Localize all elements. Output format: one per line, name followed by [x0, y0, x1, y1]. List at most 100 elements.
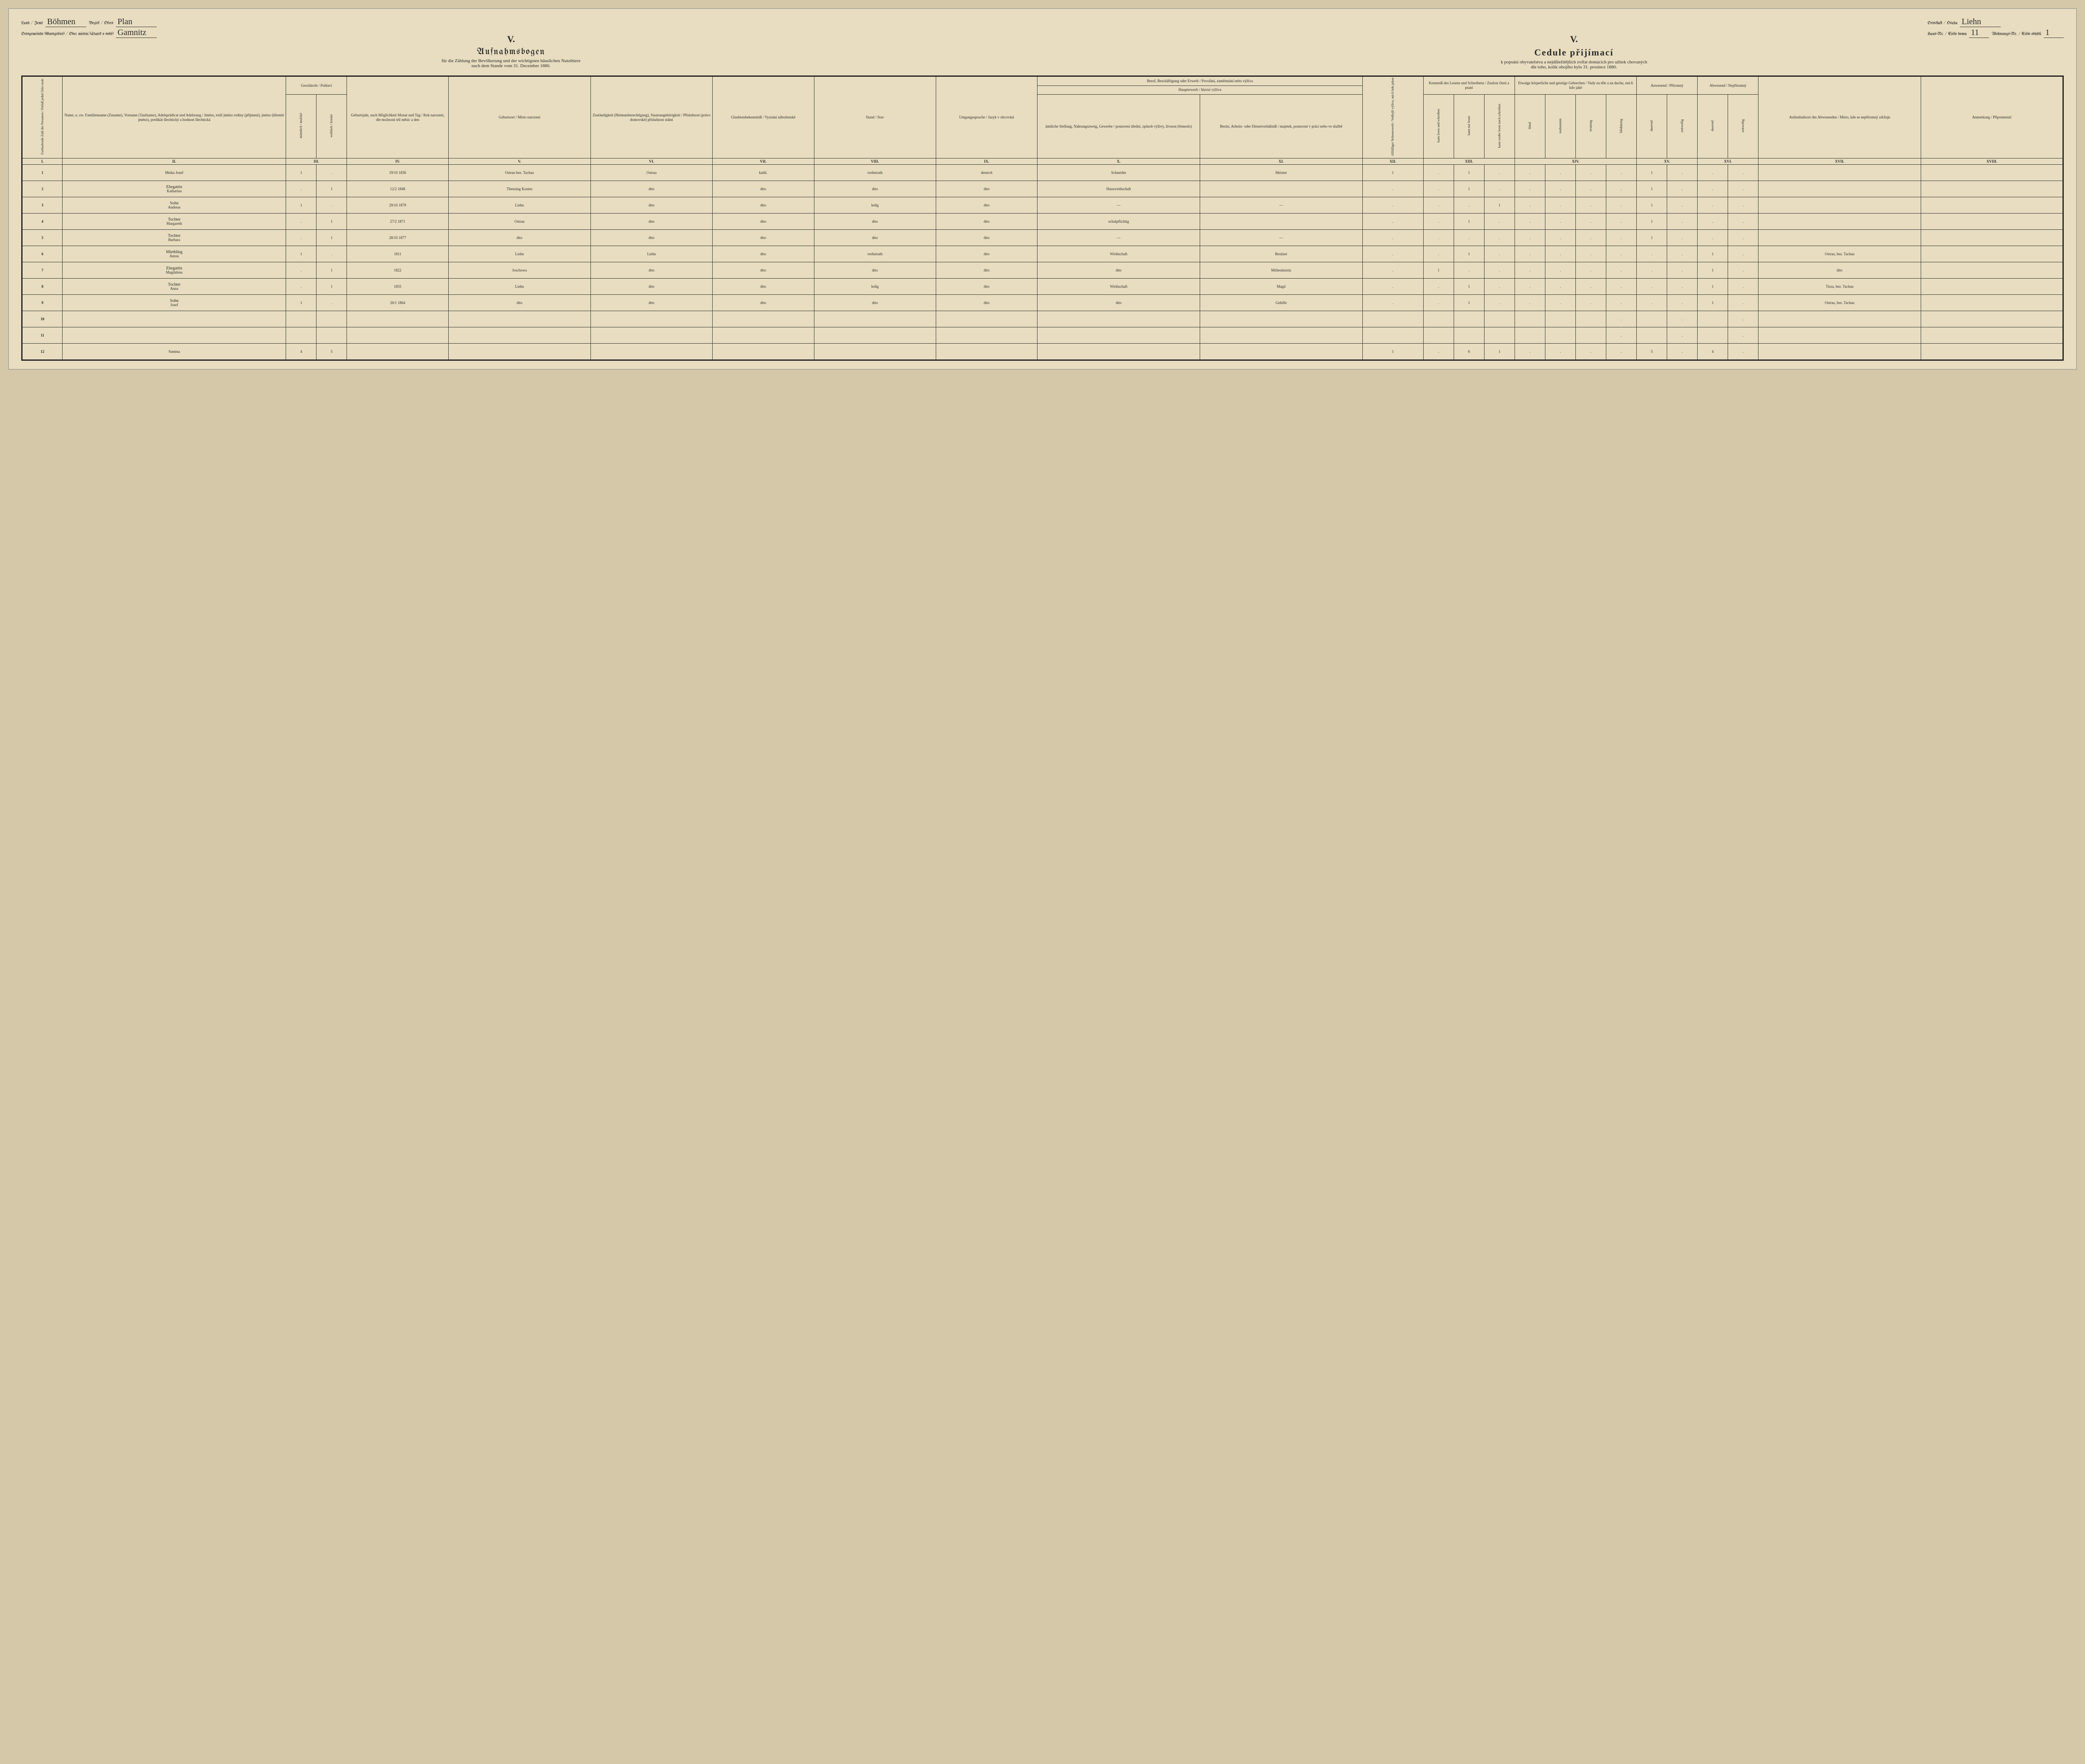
table-cell: dtto: [713, 181, 814, 197]
table-cell: 1: [1454, 181, 1484, 197]
table-cell: dtto: [936, 295, 1037, 311]
table-cell: [1037, 344, 1200, 360]
table-cell: .: [317, 165, 347, 181]
table-cell: .: [286, 181, 317, 197]
col-16a: dauernd: [1698, 94, 1728, 158]
table-cell: dtto: [936, 279, 1037, 295]
table-cell: dtto: [590, 197, 712, 214]
roman-left: V.: [21, 34, 1001, 45]
col-16: Abwesend / Nepřítomný: [1698, 76, 1758, 95]
table-cell: 1: [1698, 279, 1728, 295]
table-cell: [63, 311, 286, 327]
table-cell: 1: [286, 246, 317, 262]
table-row: 11...: [22, 327, 2063, 344]
table-cell: .: [317, 246, 347, 262]
col-5: Geburtsort / Místo narození: [448, 76, 590, 158]
table-cell: dtto: [713, 197, 814, 214]
table-cell: [1454, 311, 1484, 327]
table-cell: [814, 327, 936, 344]
table-cell: Wirthschaft: [1037, 279, 1200, 295]
table-cell: dtto: [936, 262, 1037, 279]
table-cell: kathl.: [713, 165, 814, 181]
col-16b: zeitweilig: [1728, 94, 1758, 158]
table-cell: .: [1423, 344, 1454, 360]
table-cell: [1200, 311, 1362, 327]
table-cell: —: [1037, 197, 1200, 214]
table-cell: .: [1515, 279, 1545, 295]
roman-right: V.: [1084, 34, 2064, 45]
table-cell: dtto: [713, 214, 814, 230]
table-cell: .: [1606, 344, 1637, 360]
title-row: V. Aufnahmsbogen für die Zählung der Bev…: [21, 34, 2064, 70]
table-cell: Ostrau bez. Tachau: [448, 165, 590, 181]
table-cell: .: [1484, 262, 1515, 279]
table-cell: 1: [286, 165, 317, 181]
table-cell: [590, 327, 712, 344]
table-cell: [1921, 197, 2063, 214]
table-cell: .: [1667, 344, 1698, 360]
table-cell: 1: [1637, 197, 1667, 214]
col-15: Anwesend / Přítomný: [1637, 76, 1698, 95]
table-cell: [713, 344, 814, 360]
col-14b: taubstumm: [1545, 94, 1575, 158]
table-cell: [1484, 327, 1515, 344]
table-cell: [1200, 327, 1362, 344]
table-cell: .: [1637, 246, 1667, 262]
table-cell: [1921, 246, 2063, 262]
table-cell: [1637, 327, 1667, 344]
table-cell: .: [286, 230, 317, 246]
table-cell: 1855: [347, 279, 449, 295]
table-cell: .: [1515, 262, 1545, 279]
table-cell: 12/2 1848: [347, 181, 449, 197]
table-cell: 1: [1484, 344, 1515, 360]
table-cell: 5: [317, 344, 347, 360]
census-table: Fortlaufende Zahl der Personen / Pořádí …: [21, 75, 2064, 361]
table-cell: .: [1606, 246, 1637, 262]
table-cell: [1200, 344, 1362, 360]
table-cell: .: [317, 295, 347, 311]
table-cell: .: [1667, 181, 1698, 197]
table-cell: .: [1606, 230, 1637, 246]
table-cell: .: [1575, 214, 1606, 230]
table-cell: [286, 327, 317, 344]
bezirk-label: Bezirk / Okres: [89, 21, 113, 25]
col-2: Name, u. zw. Familienname (Zuname), Vorn…: [63, 76, 286, 158]
table-cell: [1545, 311, 1575, 327]
roman-numeral-row: I. II. III. IV. V. VI. VII. VIII. IX. X.…: [22, 158, 2063, 165]
table-cell: 4: [1698, 344, 1728, 360]
table-cell: [936, 311, 1037, 327]
table-cell: 1: [1454, 295, 1484, 311]
table-cell: dtto: [590, 181, 712, 197]
table-cell: [448, 311, 590, 327]
table-cell: 6: [22, 246, 63, 262]
table-cell: .: [1545, 197, 1575, 214]
col-6: Zuständigkeit (Heimatsberechtigung), Sta…: [590, 76, 712, 158]
table-cell: .: [1667, 197, 1698, 214]
table-cell: [1758, 181, 1921, 197]
table-row: 10...: [22, 311, 2063, 327]
table-cell: .: [1545, 295, 1575, 311]
table-cell: 1: [286, 295, 317, 311]
table-cell: .: [1423, 214, 1454, 230]
table-cell: [1921, 311, 2063, 327]
table-cell: Besitzer: [1200, 246, 1362, 262]
table-cell: .: [1484, 165, 1515, 181]
table-cell: [1698, 311, 1728, 327]
table-cell: [1200, 181, 1362, 197]
col-14: Etwaige körperliche und geistige Gebrech…: [1515, 76, 1636, 95]
table-cell: [347, 344, 449, 360]
table-cell: [448, 344, 590, 360]
table-cell: .: [1545, 165, 1575, 181]
table-cell: dtto: [713, 279, 814, 295]
col-10-top: Beruf, Beschäftigung oder Erwerb / Povol…: [1037, 76, 1362, 86]
table-cell: .: [1423, 197, 1454, 214]
table-cell: 26/1 1864: [347, 295, 449, 311]
table-cell: dtto: [1037, 262, 1200, 279]
col-12: Allfälliger Nebenerwerb / Vedlejší výživ…: [1362, 76, 1423, 158]
table-cell: .: [1575, 279, 1606, 295]
table-cell: .: [1728, 262, 1758, 279]
table-cell: 8: [22, 279, 63, 295]
table-cell: .: [1423, 230, 1454, 246]
table-cell: .: [1606, 181, 1637, 197]
table-cell: .: [1484, 214, 1515, 230]
